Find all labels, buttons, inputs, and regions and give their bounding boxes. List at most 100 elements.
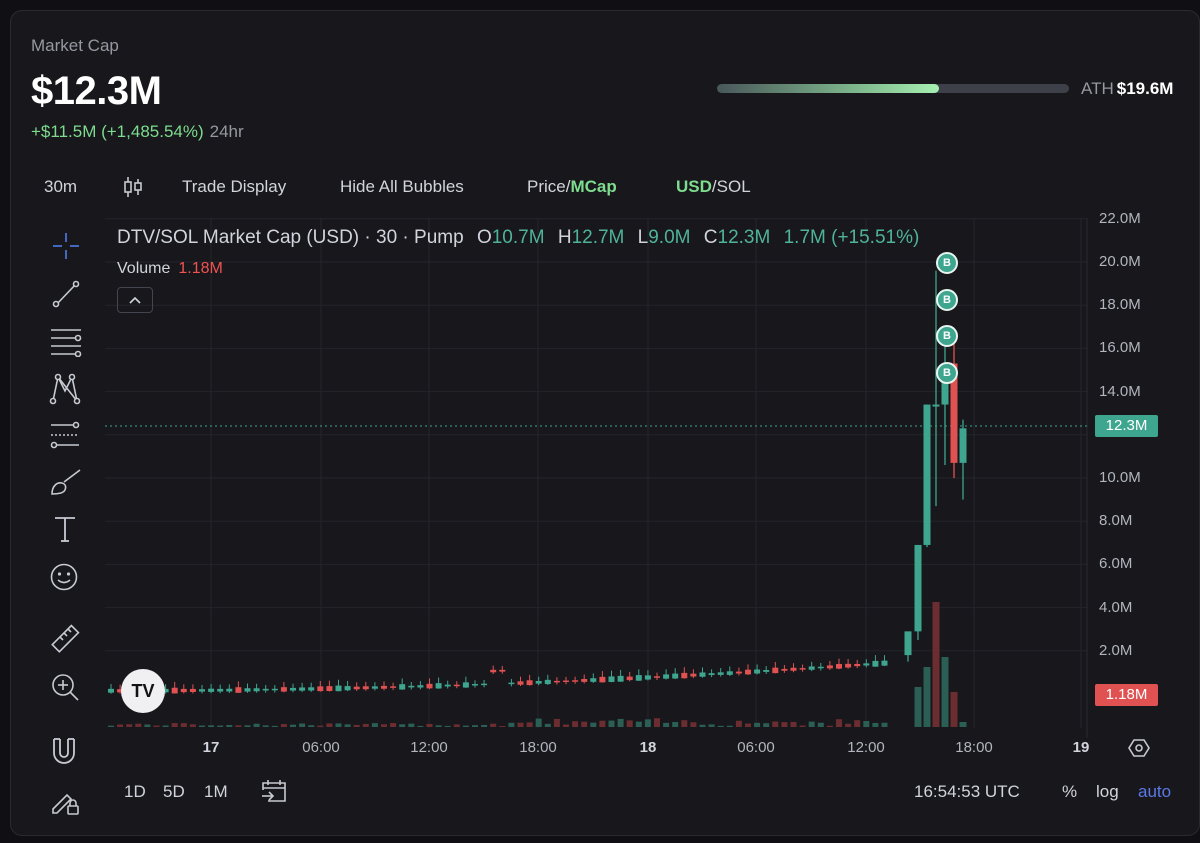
text-icon[interactable] xyxy=(52,514,78,544)
candle-body xyxy=(914,544,922,632)
y-tick-label: 18.0M xyxy=(1099,296,1141,314)
x-tick-label: 18:00 xyxy=(519,739,557,756)
fib-lines-icon[interactable] xyxy=(49,325,83,357)
percent-scale-button[interactable]: % xyxy=(1062,782,1078,801)
volume-bar xyxy=(872,722,879,727)
volume-bar xyxy=(299,723,306,727)
x-tick-label: 19 xyxy=(1072,739,1090,756)
candle-body xyxy=(923,404,931,545)
candle-body xyxy=(490,669,497,673)
volume-legend: Volume 1.18M xyxy=(117,260,223,278)
candle-body xyxy=(308,687,315,691)
volume-bar xyxy=(271,725,278,727)
candle-body xyxy=(763,670,770,672)
candlestick-chart[interactable] xyxy=(105,218,1105,738)
market-cap-label: Market Cap xyxy=(31,36,119,55)
volume-bar xyxy=(135,723,142,727)
currency-toggle[interactable]: USD/SOL xyxy=(676,177,751,197)
projection-icon[interactable] xyxy=(49,419,81,451)
volume-bar xyxy=(763,723,770,727)
collapse-legend-button[interactable] xyxy=(117,287,153,313)
volume-bar xyxy=(290,724,296,727)
volume-bar xyxy=(581,721,588,727)
price-mcap-toggle[interactable]: Price/MCap xyxy=(527,177,617,197)
candle-body xyxy=(189,688,196,692)
volume-bar xyxy=(217,725,224,727)
candle-body xyxy=(317,686,324,692)
calendar-goto-icon[interactable] xyxy=(260,777,288,805)
ath-progress-bar xyxy=(717,84,1069,93)
x-tick-label: 12:00 xyxy=(410,739,448,756)
trendline-icon[interactable] xyxy=(51,279,81,309)
volume-bar xyxy=(672,721,679,727)
candle-body xyxy=(453,684,460,687)
candle-body xyxy=(344,686,351,691)
emoji-icon[interactable] xyxy=(49,562,79,592)
pattern-icon[interactable] xyxy=(49,371,81,405)
range-1d-button[interactable]: 1D xyxy=(124,782,146,801)
candle-body xyxy=(672,673,679,679)
volume-bar xyxy=(144,724,151,727)
volume-bar xyxy=(453,724,460,727)
volume-bar xyxy=(117,724,124,727)
volume-bar xyxy=(508,722,515,727)
volume-bar xyxy=(790,721,797,727)
legend-low-key: L xyxy=(637,227,649,248)
legend-close-key: C xyxy=(703,227,718,248)
candle-body xyxy=(444,684,451,687)
volume-bar xyxy=(717,725,724,727)
volume-bar xyxy=(253,723,260,727)
range-1m-button[interactable]: 1M xyxy=(204,782,228,801)
trade-display-button[interactable]: Trade Display xyxy=(182,177,287,196)
sol-option: /SOL xyxy=(711,177,751,196)
range-5d-button[interactable]: 5D xyxy=(163,782,185,801)
log-scale-button[interactable]: log xyxy=(1096,782,1119,801)
volume-bar xyxy=(932,602,940,727)
volume-bar xyxy=(244,725,251,727)
candle-body xyxy=(253,688,260,692)
volume-bar xyxy=(708,724,715,727)
legend-title: DTV/SOL Market Cap (USD) · 30 · Pump xyxy=(117,227,464,248)
ruler-icon[interactable] xyxy=(49,623,81,655)
volume-bar xyxy=(663,722,670,727)
ath-progress-fill xyxy=(717,84,939,93)
legend-high-value: 12.7M xyxy=(571,227,625,248)
volume-bar xyxy=(481,724,488,727)
brush-icon[interactable] xyxy=(49,467,83,497)
volume-bar xyxy=(535,718,542,727)
buy-bubble[interactable]: B xyxy=(936,325,958,347)
market-cap-change: +$11.5M (+1,485.54%) 24hr xyxy=(31,122,244,142)
magnet-icon[interactable] xyxy=(49,735,79,767)
auto-scale-button[interactable]: auto xyxy=(1138,782,1172,801)
volume-bar xyxy=(626,720,633,727)
candles-icon[interactable] xyxy=(122,175,144,199)
buy-bubble[interactable]: B xyxy=(936,289,958,311)
candle-body xyxy=(171,687,178,694)
zoom-in-icon[interactable] xyxy=(49,671,81,703)
interval-button[interactable]: 30m xyxy=(44,177,78,196)
candle-body xyxy=(462,682,469,688)
candle-body xyxy=(235,687,242,693)
candle-body xyxy=(826,665,833,669)
volume-bar xyxy=(854,720,861,727)
volume-bar xyxy=(308,725,315,727)
legend-high-key: H xyxy=(557,227,572,248)
hide-bubbles-button[interactable]: Hide All Bubbles xyxy=(340,177,464,196)
candle-body xyxy=(108,688,114,693)
candle-body xyxy=(881,660,888,666)
candle-body xyxy=(353,686,360,690)
tradingview-logo[interactable]: TV xyxy=(121,669,165,713)
volume-bar xyxy=(189,724,196,727)
candle-body xyxy=(553,680,560,683)
volume-bar xyxy=(699,724,706,727)
candle-body xyxy=(217,688,224,692)
buy-bubble[interactable]: B xyxy=(936,252,958,274)
buy-bubble[interactable]: B xyxy=(936,362,958,384)
crosshair-icon[interactable] xyxy=(51,231,81,261)
settings-hex-icon[interactable] xyxy=(1128,737,1150,759)
lock-pencil-icon[interactable] xyxy=(49,785,81,817)
volume-bar xyxy=(808,721,815,727)
legend-low-value: 9.0M xyxy=(648,227,691,248)
candle-body xyxy=(690,673,697,677)
volume-bar xyxy=(390,723,397,727)
